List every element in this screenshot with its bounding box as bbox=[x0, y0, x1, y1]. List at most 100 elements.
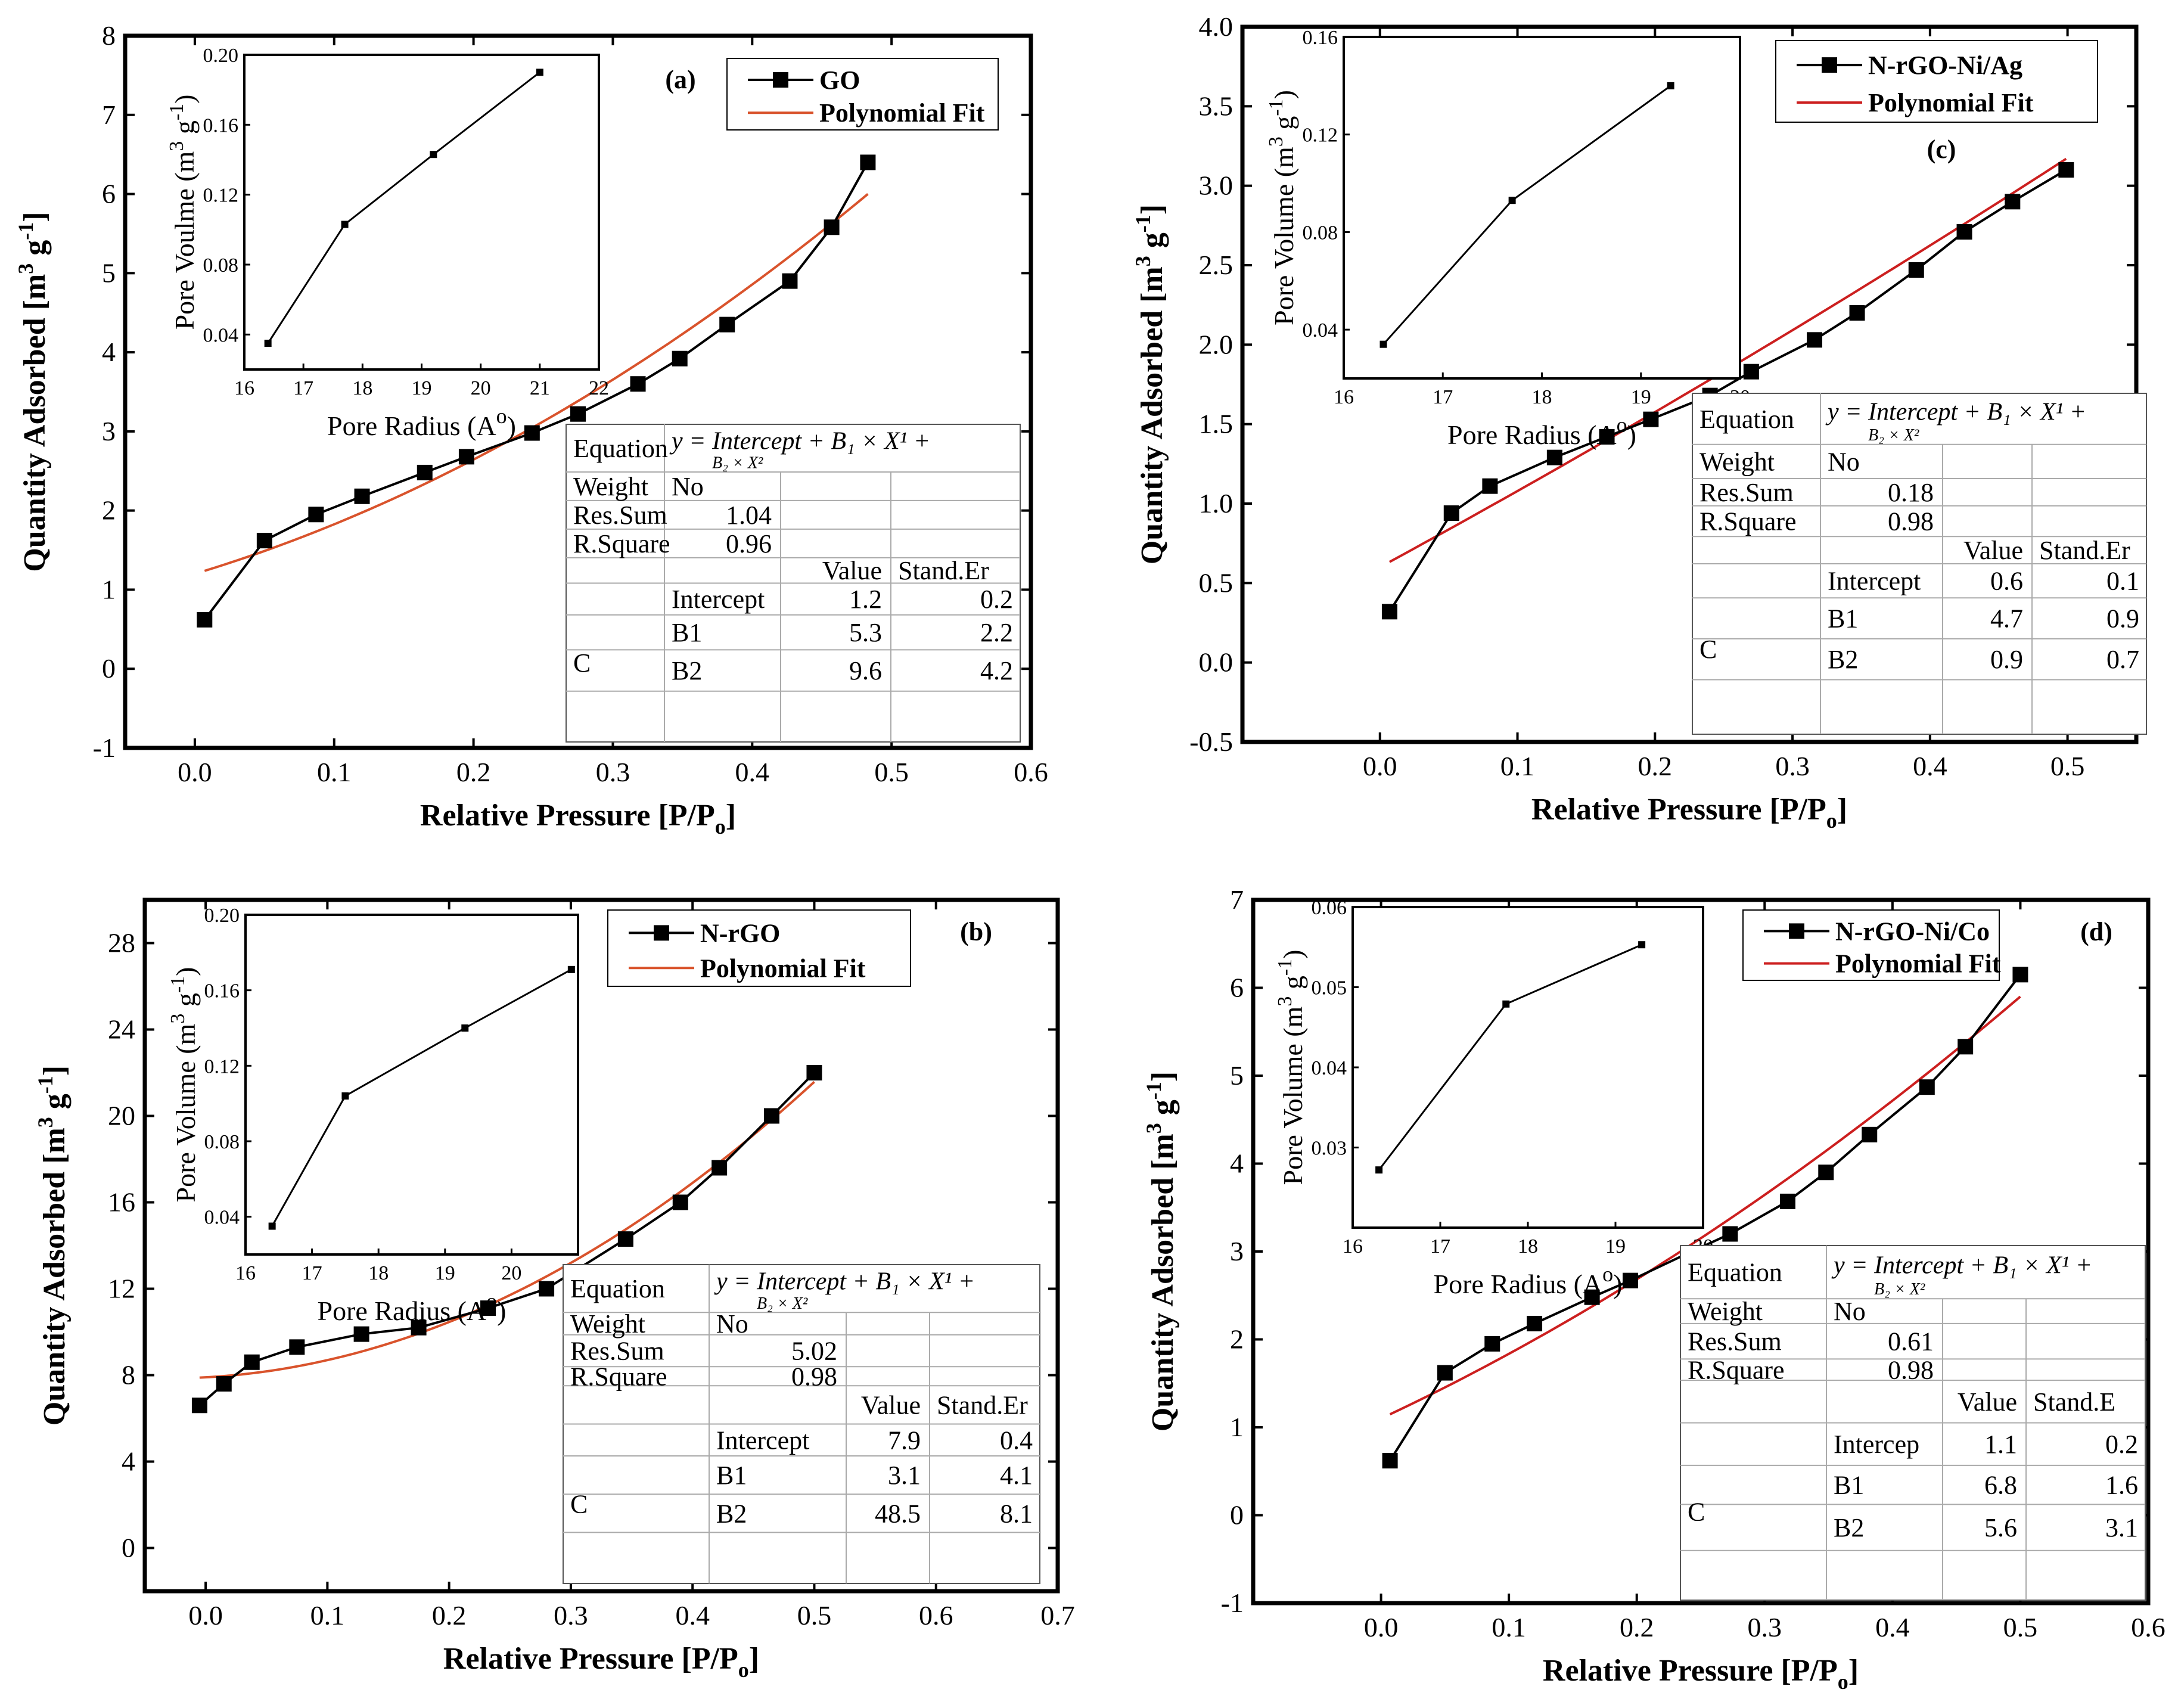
inset-frame bbox=[1351, 906, 1704, 1229]
legend-label-data: GO bbox=[819, 66, 860, 95]
legend-marker bbox=[654, 925, 669, 941]
table-ressum-value: 5.02 bbox=[791, 1336, 837, 1365]
inset-point bbox=[567, 965, 575, 973]
y-tick-label: 6 bbox=[102, 179, 116, 209]
y-axis-label-sup2: -1 bbox=[33, 1076, 57, 1094]
y-axis-label-sup2: -1 bbox=[1131, 215, 1155, 232]
y-axis-label: Quantity Adsorbed [m3 g-1] bbox=[1142, 1072, 1180, 1431]
y-tick-label: -1 bbox=[1221, 1588, 1244, 1618]
inset-x-tick-label: 16 bbox=[234, 377, 254, 399]
legend-label-data: N-rGO bbox=[700, 918, 780, 948]
y-tick-label: 20 bbox=[108, 1101, 135, 1131]
y-tick-label: 4 bbox=[122, 1446, 135, 1477]
legend-marker bbox=[1789, 923, 1804, 939]
inset-y-label-text: Pore Voulme (m bbox=[169, 151, 200, 330]
data-point bbox=[763, 1108, 779, 1124]
inset-x-label-text: Pore Radius (A bbox=[327, 411, 496, 441]
table-group-label: C bbox=[573, 648, 591, 678]
y-axis-label-sup: 3 bbox=[33, 1117, 57, 1128]
data-point bbox=[1958, 1039, 1974, 1055]
data-point bbox=[1584, 1289, 1600, 1305]
panel-1: 0.0 0.1 0.2 0.3 0.4 0.5 -0.5 0.0 0.5 1.0 1.5 2.0 2.5… bbox=[1131, 11, 2147, 833]
data-point bbox=[806, 1065, 822, 1080]
x-tick-label: 0.5 bbox=[2003, 1612, 2038, 1642]
x-tick-label: 0.2 bbox=[432, 1600, 467, 1631]
y-tick-label: 2 bbox=[102, 495, 116, 526]
inset-y-tick-label: 0.04 bbox=[204, 1207, 240, 1229]
table-equation-label: Equation bbox=[1699, 405, 1794, 434]
data-point bbox=[1622, 1272, 1638, 1288]
y-axis-label: Quantity Adsorbed [m3 g-1] bbox=[1131, 204, 1169, 564]
y-axis-label-text: Quantity Adsorbed [m bbox=[38, 1128, 72, 1426]
legend-label-data: N-rGO-Ni/Ag bbox=[1868, 51, 2022, 80]
table-param-name: B1 bbox=[1828, 604, 1858, 633]
legend-box bbox=[1775, 40, 2098, 123]
inset-point bbox=[1638, 941, 1646, 949]
inset-frame bbox=[244, 914, 579, 1256]
table-equation-cont: B₂ × X² bbox=[757, 1294, 808, 1313]
inset-point bbox=[1502, 1000, 1510, 1008]
table-param-name: Intercept bbox=[672, 585, 765, 614]
table-equation-label: Equation bbox=[1688, 1258, 1782, 1287]
table-param-value: 3.1 bbox=[888, 1461, 921, 1490]
legend-label-fit: Polynomial Fit bbox=[1868, 88, 2034, 117]
table-param-value: 7.9 bbox=[888, 1426, 921, 1455]
y-axis-label-sup: 3 bbox=[1131, 256, 1155, 266]
x-axis-label-text: Relative Pressure [P/P bbox=[443, 1642, 738, 1676]
y-axis-label-sup: 3 bbox=[14, 263, 38, 274]
table-param-stderr: 1.6 bbox=[2105, 1471, 2138, 1500]
inset-x-label-sup: o bbox=[1617, 413, 1627, 437]
legend-label-data: N-rGO-Ni/Co bbox=[1835, 917, 1990, 946]
table-ressum-value: 1.04 bbox=[726, 501, 772, 530]
data-point bbox=[860, 154, 876, 170]
inset-x-label-end: ) bbox=[497, 1296, 506, 1326]
inset-x-label: Pore Radius (Ao) bbox=[318, 1289, 507, 1326]
x-tick-label: 0.0 bbox=[1363, 751, 1397, 781]
y-tick-label: 0 bbox=[122, 1533, 135, 1563]
panel-label: (b) bbox=[960, 917, 992, 946]
inset-y-tick-label: 0.05 bbox=[1312, 977, 1347, 999]
table-param-value: 4.7 bbox=[1990, 604, 2023, 633]
inset-point bbox=[461, 1024, 469, 1032]
fit-table: Equation y = Intercept + B₁ × X¹ +B₂ × X²… bbox=[563, 1264, 1040, 1584]
inset-frame bbox=[243, 54, 600, 371]
inset-x-tick-label: 16 bbox=[1343, 1235, 1363, 1257]
table-equation-label: Equation bbox=[570, 1274, 665, 1303]
x-tick-label: 0.1 bbox=[317, 757, 352, 787]
legend-box bbox=[1742, 909, 2000, 981]
inset-y-label: Pore Volume (m3 g-1) bbox=[167, 967, 201, 1202]
y-axis-label-sup: 3 bbox=[1142, 1123, 1166, 1134]
table-rsq-label: R.Square bbox=[1699, 507, 1797, 536]
y-tick-label: 16 bbox=[108, 1187, 135, 1218]
table-param-name: Intercept bbox=[1828, 567, 1921, 596]
data-point bbox=[1382, 1453, 1398, 1469]
x-tick-label: 0.3 bbox=[1775, 751, 1810, 781]
table-param-stderr: 0.4 bbox=[1000, 1426, 1033, 1455]
inset-x-tick-label: 16 bbox=[1334, 386, 1354, 408]
plot-frame bbox=[1240, 24, 2139, 744]
inset-x-tick-label: 18 bbox=[368, 1262, 389, 1284]
panel-label: (a) bbox=[665, 65, 695, 94]
data-point bbox=[1546, 449, 1562, 465]
table-weight-value: No bbox=[672, 472, 704, 501]
table-param-value: 5.6 bbox=[1984, 1513, 2017, 1542]
inset-x-tick-label: 18 bbox=[1532, 386, 1552, 408]
y-axis-label-text: Quantity Adsorbed [m bbox=[1146, 1134, 1180, 1431]
x-tick-label: 0.4 bbox=[675, 1600, 710, 1631]
inset-y-label-mid: g bbox=[169, 120, 200, 141]
data-point bbox=[1482, 478, 1498, 494]
table-rsq-value: 0.98 bbox=[1888, 1355, 1934, 1384]
x-axis-label: Relative Pressure [P/Po] bbox=[443, 1642, 759, 1682]
x-axis-label: Relative Pressure [P/Po] bbox=[1543, 1654, 1859, 1694]
table-ressum-value: 0.61 bbox=[1888, 1327, 1934, 1356]
inset-y-label-sup2: -1 bbox=[166, 104, 188, 120]
inset-point bbox=[430, 151, 437, 159]
y-tick-label: 28 bbox=[108, 928, 135, 958]
table-stderr-header: Stand.Er bbox=[937, 1390, 1028, 1420]
inset-x-tick-label: 22 bbox=[589, 377, 609, 399]
inset-x-label-text: Pore Radius (A bbox=[318, 1296, 487, 1326]
fit-table: Equation y = Intercept + B₁ × X¹ +B₂ × X²… bbox=[1692, 393, 2147, 735]
inset-plot: 16 17 18 19 20 21 22 0.04 0.08 0.12 0.16 0.20 Pore R… bbox=[166, 45, 609, 441]
